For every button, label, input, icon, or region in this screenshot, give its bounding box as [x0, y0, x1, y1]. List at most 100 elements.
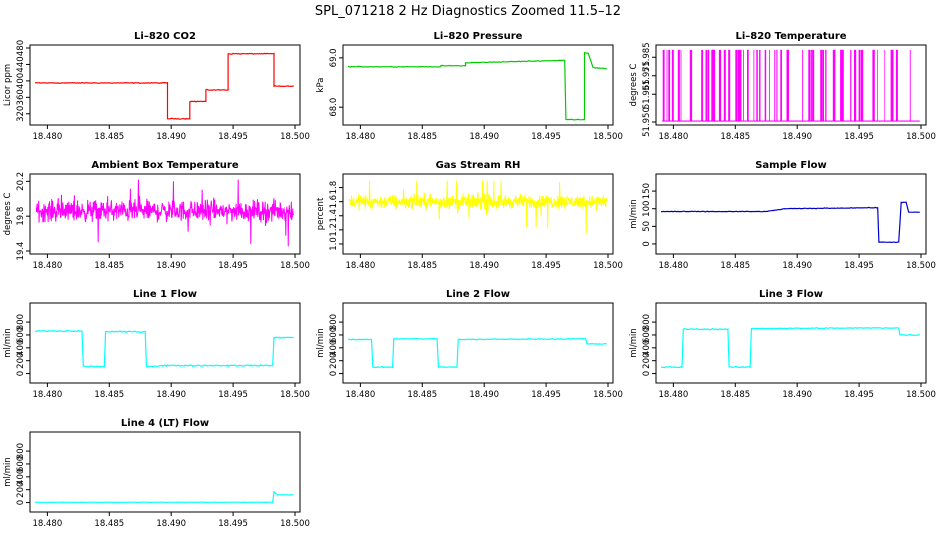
figure-title: SPL_071218 2 Hz Diagnostics Zoomed 11.5–…	[315, 4, 621, 19]
x-tick-label: 18.485	[720, 132, 750, 142]
spike	[662, 49, 665, 122]
spike	[690, 49, 693, 122]
spike	[738, 49, 741, 122]
x-tick-label: 18.480	[33, 519, 63, 529]
spike	[825, 49, 827, 122]
series-line	[348, 180, 607, 235]
spike	[787, 49, 789, 122]
y-tick-label: 200	[16, 482, 26, 498]
y-tick-label: 1.2	[329, 223, 339, 237]
y-tick-label: 600	[16, 456, 26, 472]
series-line	[34, 490, 294, 504]
x-tick-label: 18.500	[280, 390, 310, 400]
plot-box	[29, 302, 301, 384]
spike	[701, 49, 703, 122]
y-tick-label: 0	[16, 500, 26, 505]
panel-title: Li–820 CO2	[134, 31, 196, 42]
spike	[712, 49, 716, 122]
panel-title: Gas Stream RH	[436, 160, 521, 171]
x-tick-label: 18.490	[156, 390, 186, 400]
x-tick-label: 18.500	[280, 132, 310, 142]
panel-title: Line 1 Flow	[133, 289, 197, 300]
panel-title: Line 4 (LT) Flow	[121, 418, 209, 429]
spike	[689, 49, 692, 122]
spike	[735, 49, 737, 122]
plot-box	[29, 173, 301, 255]
x-tick-label: 18.500	[906, 261, 936, 271]
x-tick-label: 18.480	[346, 132, 376, 142]
spike	[822, 49, 824, 122]
y-tick-label: 1.8	[329, 181, 339, 195]
spike	[756, 49, 758, 122]
spike	[680, 49, 682, 122]
spike	[909, 49, 911, 122]
x-tick-label: 18.490	[156, 132, 186, 142]
y-tick-label: 320	[16, 106, 26, 122]
plot-box	[655, 173, 927, 255]
plot-box	[29, 431, 301, 513]
x-tick-label: 18.485	[94, 132, 124, 142]
y-axis-label: kPa	[316, 78, 326, 93]
x-tick-label: 18.495	[844, 390, 874, 400]
spike	[666, 49, 668, 122]
x-tick-label: 18.480	[346, 390, 376, 400]
panel-title: Li–820 Temperature	[735, 31, 846, 42]
y-axis-label: degrees C	[629, 64, 639, 107]
x-tick-label: 18.500	[280, 519, 310, 529]
spike	[728, 49, 731, 122]
series-line	[34, 329, 294, 368]
spike	[840, 49, 843, 122]
x-tick-label: 18.495	[844, 261, 874, 271]
spike	[890, 49, 893, 122]
spike	[884, 49, 886, 122]
y-tick-label: 200	[642, 353, 652, 369]
y-axis-label: ml/min	[3, 457, 13, 487]
series-5	[660, 201, 920, 244]
y-tick-label: 400	[16, 73, 26, 89]
spike	[723, 49, 726, 122]
series-line	[347, 337, 607, 369]
y-tick-label: 0	[642, 241, 652, 246]
y-tick-label: 800	[329, 314, 339, 330]
y-axis-label: Licor ppm	[3, 64, 13, 106]
y-tick-label: 400	[642, 340, 652, 356]
series-line	[34, 52, 294, 120]
x-tick-label: 18.490	[782, 390, 812, 400]
plot-box	[342, 173, 614, 255]
x-tick-label: 18.500	[906, 390, 936, 400]
panel-title: Ambient Box Temperature	[91, 160, 238, 171]
y-axis-label: ml/min	[629, 199, 639, 229]
y-axis-label: ml/min	[629, 328, 639, 358]
x-tick-label: 18.490	[469, 261, 499, 271]
y-tick-label: 400	[329, 340, 339, 356]
y-tick-label: 440	[16, 56, 26, 72]
plot-box	[342, 302, 614, 384]
series-9	[34, 490, 294, 504]
panel-title: Sample Flow	[755, 160, 827, 171]
y-tick-label: 19.8	[16, 207, 26, 226]
y-tick-label: 51.950	[642, 107, 652, 137]
spike	[774, 49, 776, 122]
y-tick-label: 1.0	[329, 237, 339, 251]
series-6	[34, 329, 294, 368]
series-4	[348, 180, 607, 235]
x-tick-label: 18.495	[844, 132, 874, 142]
y-axis-label: degrees C	[3, 193, 13, 236]
y-tick-label: 150	[642, 183, 652, 199]
y-tick-label: 480	[16, 40, 26, 56]
series-8	[660, 326, 920, 369]
spike	[718, 49, 722, 122]
spike	[776, 49, 778, 122]
plot-box	[655, 44, 927, 126]
y-tick-label: 800	[16, 314, 26, 330]
spike	[802, 49, 804, 122]
spike	[860, 49, 863, 122]
x-tick-label: 18.490	[782, 132, 812, 142]
spike	[862, 49, 864, 122]
x-tick-label: 18.485	[94, 519, 124, 529]
spike	[877, 49, 878, 122]
y-tick-label: 800	[16, 443, 26, 459]
x-tick-label: 18.495	[531, 390, 561, 400]
y-tick-label: 51.975	[642, 61, 652, 91]
series-7	[347, 337, 607, 369]
